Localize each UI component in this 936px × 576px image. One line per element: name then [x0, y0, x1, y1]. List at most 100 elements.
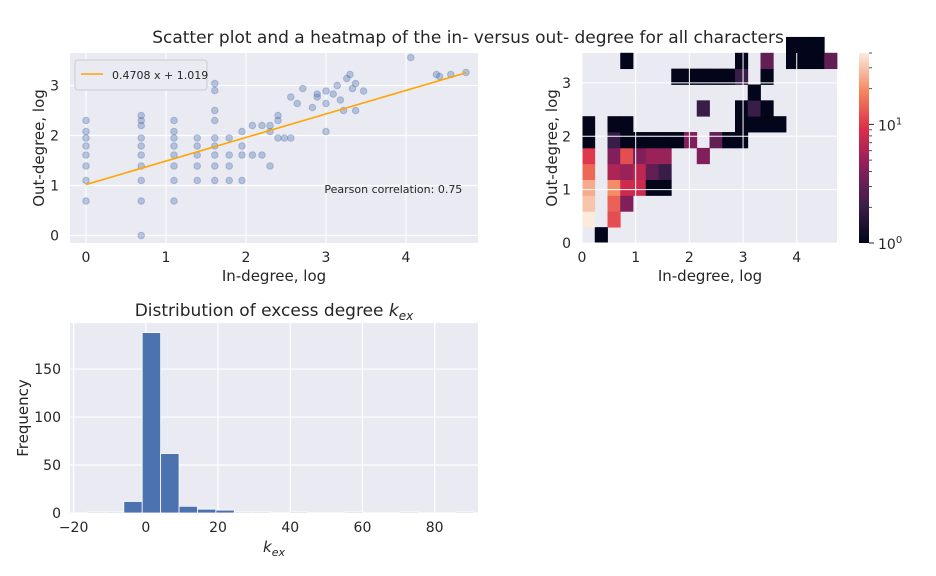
histogram-axes-background	[70, 323, 478, 513]
heatmap-cell	[659, 132, 672, 148]
scatter-point	[171, 117, 178, 124]
scatter-point	[226, 163, 233, 170]
heatmap-cell	[608, 116, 621, 132]
heatmap-xtick-label: 4	[792, 250, 801, 266]
figure-title: Scatter plot and a heatmap of the in- ve…	[152, 28, 784, 48]
scatter-point	[212, 177, 219, 184]
histogram-xtick-label: −20	[59, 520, 89, 536]
heatmap-cell	[595, 227, 608, 243]
histogram-xtick-label: 60	[354, 520, 372, 536]
heatmap-cell	[608, 148, 621, 164]
scatter-point	[239, 128, 246, 135]
scatter-point	[330, 91, 337, 98]
scatter-point	[275, 112, 282, 119]
scatter-point	[194, 143, 201, 150]
scatter-point	[226, 135, 233, 142]
heatmap-cell	[659, 164, 672, 180]
scatter-point	[212, 80, 219, 87]
histogram-xtick-label: 20	[209, 520, 227, 536]
scatter-ytick-label: 1	[50, 179, 59, 195]
scatter-point	[171, 128, 178, 135]
scatter-point	[288, 94, 295, 101]
heatmap-xtick-label: 0	[578, 250, 587, 266]
heatmap-cell	[761, 53, 774, 69]
histogram-bar	[124, 501, 142, 513]
scatter-ytick-label: 2	[50, 129, 59, 145]
histogram-title-sub: ex	[399, 309, 414, 323]
scatter-point	[323, 88, 330, 95]
histogram-bar	[345, 512, 363, 513]
scatter-xlabel: In-degree, log	[222, 267, 326, 285]
scatter-point	[226, 152, 233, 159]
heatmap-cell	[697, 148, 710, 164]
histogram-bar	[142, 333, 160, 513]
scatter-xtick-label: 2	[242, 250, 251, 266]
heatmap-cell	[799, 53, 812, 69]
histogram-ytick-label: 50	[43, 458, 61, 474]
heatmap-cell	[608, 180, 621, 196]
heatmap-cell	[824, 53, 837, 69]
heatmap-cell	[773, 116, 786, 132]
heatmap-cell	[633, 180, 646, 196]
heatmap-cell	[684, 132, 697, 148]
heatmap-cell	[582, 211, 595, 227]
scatter-point	[138, 232, 145, 239]
heatmap-cell	[620, 180, 633, 196]
scatter-point	[171, 177, 178, 184]
heatmap-cell	[633, 132, 646, 148]
scatter-point	[337, 97, 344, 104]
colorbar-ticks: 100 101	[869, 53, 902, 253]
heatmap-xtick-label: 3	[739, 250, 748, 266]
scatter-ytick-label: 3	[50, 79, 59, 95]
scatter-point	[360, 88, 367, 95]
histogram-xlabel: kex	[263, 538, 285, 559]
histogram-xtick-label: 0	[141, 520, 150, 536]
heatmap-ytick-label: 0	[562, 236, 571, 252]
scatter-point	[226, 177, 233, 184]
scatter-point	[171, 135, 178, 142]
heatmap-cell	[735, 116, 748, 132]
heatmap-cell	[722, 132, 735, 148]
scatter-point	[463, 69, 470, 76]
heatmap-cell	[582, 132, 595, 148]
scatter-point	[138, 135, 145, 142]
histogram-bar	[290, 512, 308, 513]
legend-label: 0.4708 x + 1.019	[112, 69, 208, 82]
scatter-point	[323, 100, 330, 107]
heatmap-cell	[761, 100, 774, 116]
heatmap-cell	[608, 164, 621, 180]
scatter-point	[288, 135, 295, 142]
heatmap-panel: 0 1 2 3 40123 In-degree, log Out-degree, log…	[543, 37, 902, 285]
scatter-panel: 0 1 2 3 4 0 1 2 3 Pearson correlation: 0.75 0.47…	[30, 53, 478, 285]
heatmap-cell	[761, 116, 774, 132]
scatter-point	[239, 177, 246, 184]
heatmap-cell	[582, 116, 595, 132]
heatmap-cell	[697, 100, 710, 116]
histogram-ytick-label: 100	[34, 410, 61, 426]
scatter-ylabel: Out-degree, log	[30, 89, 48, 207]
histogram-bar	[87, 512, 105, 513]
heatmap-ytick-label: 3	[562, 76, 571, 92]
heatmap-cell	[633, 164, 646, 180]
histogram-ytick-label: 150	[34, 362, 61, 378]
histogram-xtick-label: 80	[426, 520, 444, 536]
heatmap-cell	[748, 84, 761, 100]
scatter-point	[138, 112, 145, 119]
heatmap-xlabel: In-degree, log	[658, 267, 762, 285]
heatmap-xtick-label: 2	[685, 250, 694, 266]
scatter-point	[83, 117, 90, 124]
scatter-point	[249, 122, 256, 129]
scatter-point	[259, 122, 266, 129]
heatmap-cell	[608, 195, 621, 211]
scatter-point	[408, 54, 415, 61]
scatter-point	[294, 100, 301, 107]
scatter-point	[281, 135, 288, 142]
heatmap-cell	[620, 116, 633, 132]
heatmap-cell	[735, 132, 748, 148]
heatmap-ylabel: Out-degree, log	[543, 89, 561, 207]
scatter-ytick-label: 0	[50, 229, 59, 245]
scatter-point	[171, 143, 178, 150]
colorbar-tick-label: 101	[878, 116, 902, 134]
